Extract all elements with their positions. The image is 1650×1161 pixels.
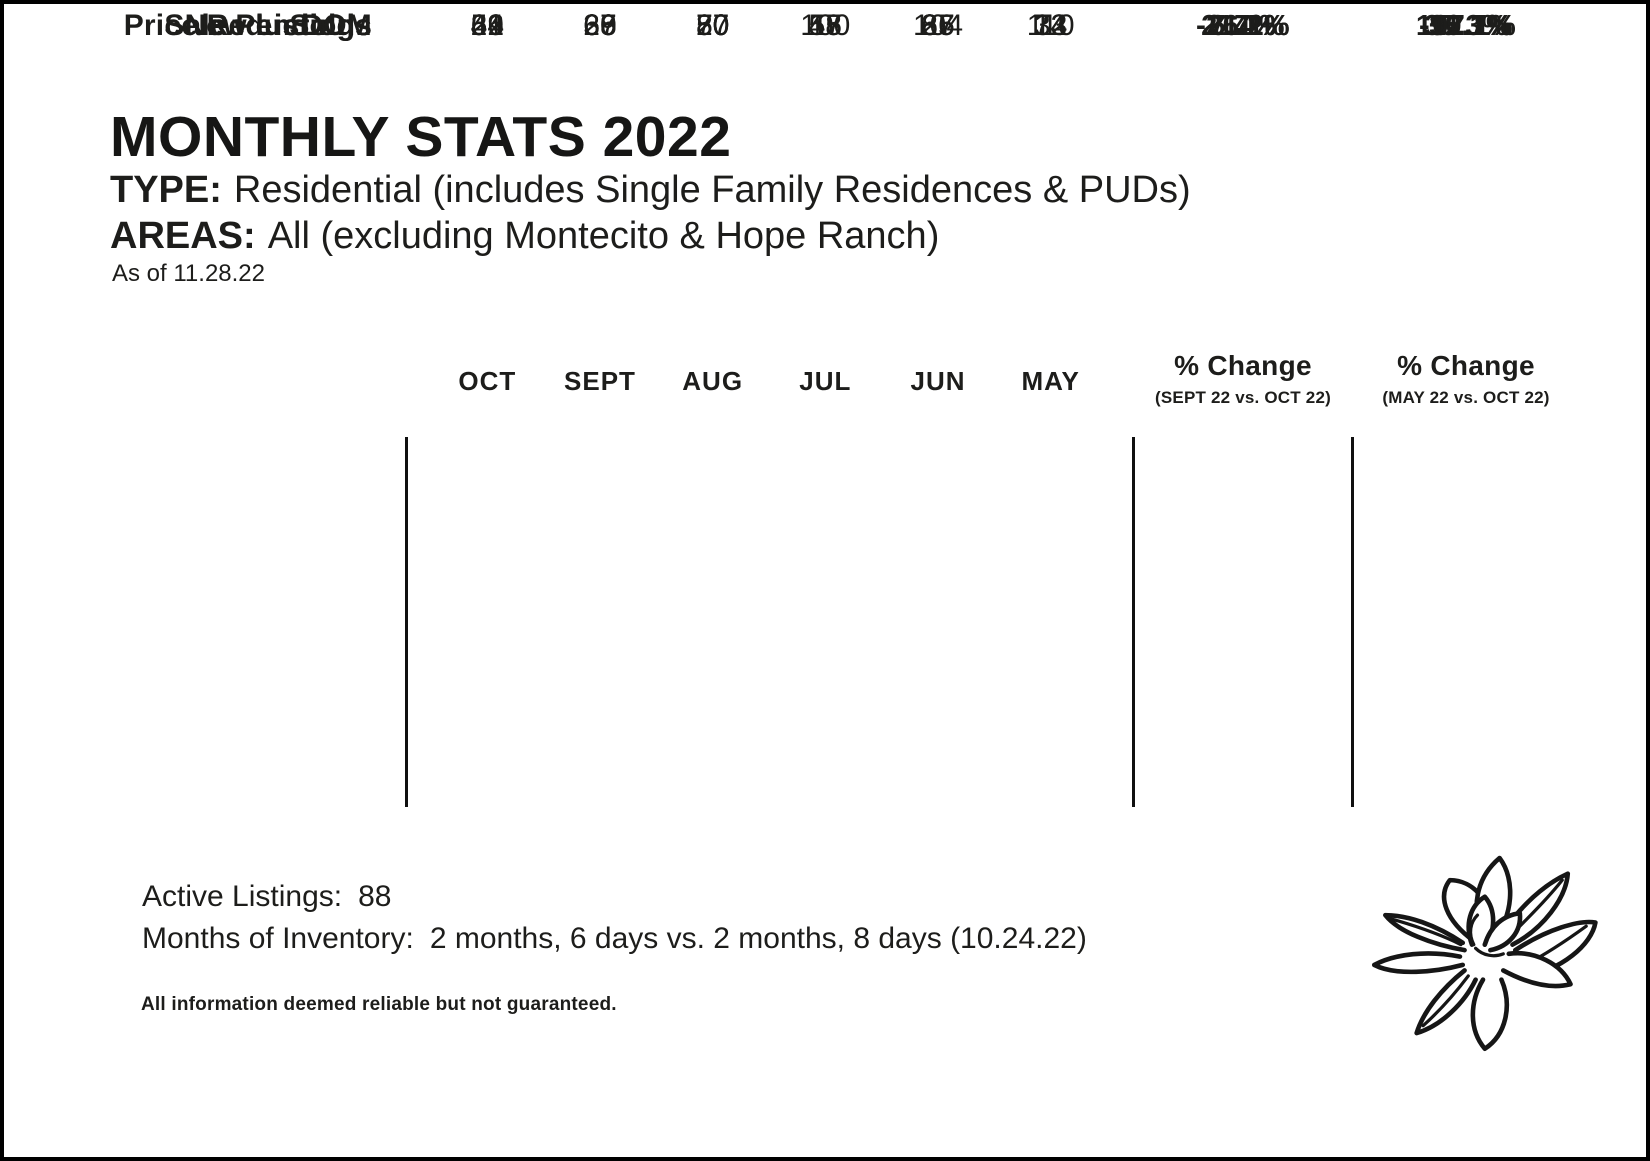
pct-change-may-subtitle: (MAY 22 vs. OCT 22) bbox=[1382, 388, 1550, 407]
active-listings-label: Active Listings: bbox=[142, 880, 343, 913]
active-listings-line: Active Listings: 88 bbox=[142, 880, 391, 914]
pct-change-sept-title: % Change bbox=[1174, 350, 1312, 381]
cell-value: 14 bbox=[1033, 9, 1068, 42]
table-row-dom: DOM 29 27 20 15 27 14 7.4% 107.1% bbox=[4, 4, 1646, 48]
cell-value: 70 bbox=[695, 9, 730, 42]
pct-change-may-title: % Change bbox=[1397, 350, 1535, 381]
pct-change-may-value: -52.7% bbox=[1419, 10, 1513, 42]
divider-change-1 bbox=[1132, 437, 1135, 807]
table-row-new-listings: New Listings 52 66 80 100 104 110 -21.2%… bbox=[4, 4, 1646, 48]
active-listings-value: 88 bbox=[358, 880, 392, 913]
cell-value: 47 bbox=[808, 9, 842, 42]
column-header-sept: SEPT bbox=[564, 366, 636, 396]
pct-change-may-header: % Change (MAY 22 vs. OCT 22) bbox=[1352, 350, 1580, 408]
pct-change-may-value: 107.1% bbox=[1415, 10, 1517, 42]
as-of-date: As of 11.28.22 bbox=[112, 260, 265, 287]
row-label: Sale Pendings bbox=[164, 9, 372, 42]
divider-change-2 bbox=[1351, 437, 1354, 807]
cell-value: 47 bbox=[808, 9, 842, 42]
month-column-headers: OCT SEPT AUG JUL JUN MAY bbox=[431, 366, 1107, 397]
months-of-inventory-line: Months of Inventory: 2 months, 6 days vs.… bbox=[142, 922, 1087, 956]
cell-value: 58 bbox=[808, 9, 842, 42]
cell-value: 66 bbox=[583, 9, 617, 42]
pct-change-sept-value: -21.2% bbox=[1196, 10, 1290, 42]
cell-value: 27 bbox=[921, 9, 955, 42]
cell-value: 104 bbox=[912, 9, 964, 42]
row-month-values: 46 38 50 47 37 34 bbox=[431, 4, 1107, 48]
areas-value: All (excluding Montecito & Hope Ranch) bbox=[267, 215, 940, 257]
disclaimer-text: All information deemed reliable but not … bbox=[141, 994, 617, 1015]
type-value: Residential (includes Single Family Resi… bbox=[233, 169, 1191, 211]
column-header-aug: AUG bbox=[682, 366, 744, 396]
table-row-solds: Solds 64 60 70 47 85 72 6.7% -11.1% bbox=[4, 4, 1646, 48]
cell-value: 80 bbox=[695, 9, 730, 42]
divider-labels bbox=[405, 437, 408, 807]
pct-change-sept-value: 21.1% bbox=[1201, 10, 1285, 42]
months-of-inventory-label: Months of Inventory: bbox=[142, 922, 414, 955]
pct-change-may-value: -30.1% bbox=[1419, 10, 1513, 42]
type-line: TYPE: Residential (includes Single Family… bbox=[110, 169, 1191, 212]
cell-value: 51 bbox=[470, 9, 505, 42]
areas-label: AREAS: bbox=[110, 215, 256, 257]
areas-line: AREAS: All (excluding Montecito & Hope Ra… bbox=[110, 215, 939, 258]
pct-change-sept-value: 7.4% bbox=[1209, 10, 1277, 42]
cell-value: 73 bbox=[1033, 9, 1068, 42]
cell-value: 29 bbox=[470, 9, 505, 42]
row-label: Solds bbox=[289, 9, 372, 42]
cell-value: 85 bbox=[921, 9, 955, 42]
cell-value: 50 bbox=[695, 9, 730, 42]
cell-value: 20 bbox=[695, 9, 730, 42]
cell-value: 60 bbox=[583, 9, 617, 42]
row-month-values: 52 66 80 100 104 110 bbox=[431, 4, 1107, 48]
type-label: TYPE: bbox=[110, 169, 222, 211]
table-row-sale-pendings: Sale Pendings 51 69 77 58 66 73 -26.1% -… bbox=[4, 4, 1646, 48]
column-header-oct: OCT bbox=[458, 366, 517, 396]
cell-value: 69 bbox=[583, 9, 617, 42]
row-label: Price Reductions bbox=[123, 9, 372, 42]
row-month-values: 51 69 77 58 66 73 bbox=[431, 4, 1107, 48]
pct-change-sept-value: -26.1% bbox=[1196, 10, 1290, 42]
months-of-inventory-value: 2 months, 6 days vs. 2 months, 8 days (1… bbox=[429, 922, 1087, 955]
cell-value: 64 bbox=[470, 9, 505, 42]
flower-icon bbox=[1371, 855, 1598, 1052]
cell-value: 72 bbox=[1033, 9, 1068, 42]
cell-value: 66 bbox=[921, 9, 955, 42]
row-label: DOM bbox=[301, 9, 372, 42]
cell-value: 38 bbox=[583, 9, 617, 42]
cell-value: 15 bbox=[808, 9, 842, 42]
cell-value: 34 bbox=[1033, 9, 1068, 42]
pct-change-sept-subtitle: (SEPT 22 vs. OCT 22) bbox=[1155, 388, 1331, 407]
pct-change-sept-header: % Change (SEPT 22 vs. OCT 22) bbox=[1133, 350, 1353, 408]
pct-change-sept-value: 6.7% bbox=[1209, 10, 1277, 42]
cell-value: 77 bbox=[695, 9, 730, 42]
page-title: MONTHLY STATS 2022 bbox=[110, 105, 732, 169]
table-row-price-reductions: Price Reductions 46 38 50 47 37 34 21.1%… bbox=[4, 4, 1646, 48]
cell-value: 27 bbox=[583, 9, 617, 42]
column-header-may: MAY bbox=[1021, 366, 1080, 396]
column-header-jun: JUN bbox=[910, 366, 966, 396]
cell-value: 100 bbox=[800, 9, 851, 42]
cell-value: 46 bbox=[470, 9, 505, 42]
pct-change-may-value: 35.3% bbox=[1424, 10, 1508, 42]
cell-value: 52 bbox=[470, 9, 505, 42]
row-month-values: 29 27 20 15 27 14 bbox=[431, 4, 1107, 48]
pct-change-may-value: -11.1% bbox=[1419, 10, 1513, 42]
row-month-values: 64 60 70 47 85 72 bbox=[431, 4, 1107, 48]
cell-value: 37 bbox=[921, 9, 955, 42]
cell-value: 110 bbox=[1026, 9, 1075, 42]
column-header-jul: JUL bbox=[799, 366, 852, 396]
row-label: New Listings bbox=[184, 9, 372, 42]
